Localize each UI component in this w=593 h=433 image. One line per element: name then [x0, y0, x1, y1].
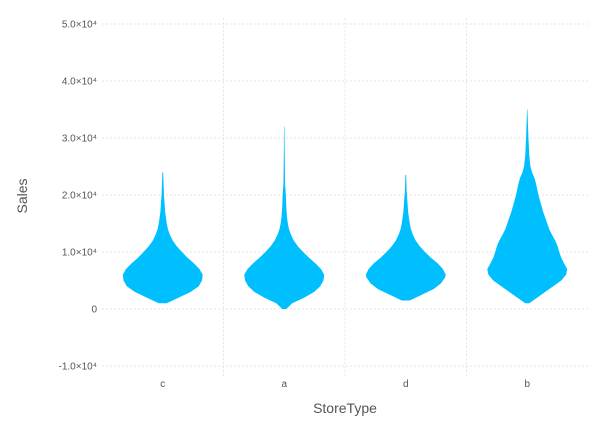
grid [102, 18, 588, 378]
y-axis-title: Sales [14, 178, 30, 213]
y-axis-ticks: -1.0×10⁴ 0 1.0×10⁴ 2.0×10⁴ 3.0×10⁴ 4.0×10⁴ 5.0… [59, 20, 98, 373]
violin-a [244, 126, 325, 309]
y-tick-label: 1.0×10⁴ [62, 248, 97, 259]
y-tick-label: -1.0×10⁴ [59, 362, 98, 373]
y-tick-label: 4.0×10⁴ [62, 77, 97, 88]
x-tick-label: a [281, 379, 287, 390]
x-tick-label: c [160, 379, 165, 390]
violin-d [365, 175, 446, 301]
y-tick-label: 2.0×10⁴ [62, 191, 97, 202]
x-tick-label: b [524, 379, 530, 390]
violin-b [487, 109, 568, 304]
violin-series [122, 109, 568, 309]
y-tick-label: 3.0×10⁴ [62, 134, 97, 145]
violin-c [122, 172, 203, 304]
y-tick-label: 5.0×10⁴ [62, 20, 97, 31]
x-axis-title: StoreType [313, 400, 377, 416]
x-tick-label: d [403, 379, 409, 390]
y-tick-label: 0 [91, 305, 97, 316]
